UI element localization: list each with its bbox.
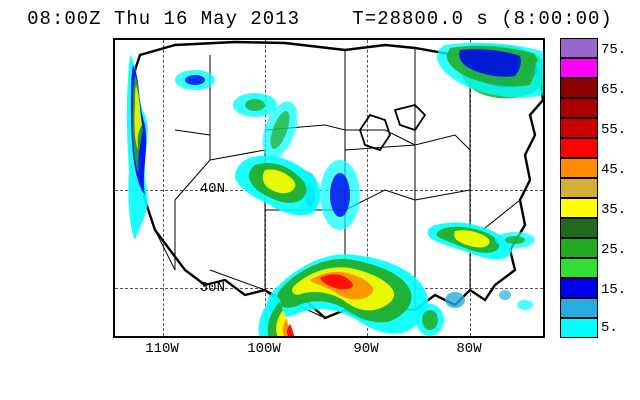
- legend-band-25: [560, 238, 598, 258]
- precip-cell-southern-plains: [259, 254, 465, 338]
- title-datetime: 08:00Z Thu 16 May 2013: [27, 8, 300, 30]
- legend-label-75: 75.: [601, 42, 626, 58]
- legend-band-5: [560, 318, 598, 338]
- legend-label-25: 25.: [601, 242, 626, 258]
- legend-band-60: [560, 98, 598, 118]
- legend-band-35: [560, 198, 598, 218]
- lon-label-90w: 90W: [341, 341, 391, 357]
- legend-band-30: [560, 218, 598, 238]
- legend-label-55: 55.: [601, 122, 626, 138]
- legend-band-20: [560, 258, 598, 278]
- radar-map-app: 08:00Z Thu 16 May 2013 T=28800.0 s (8:00…: [0, 0, 640, 400]
- precip-cell-midatlantic: [428, 223, 535, 260]
- precip-cell-rockies: [235, 155, 360, 230]
- legend-label-45: 45.: [601, 162, 626, 178]
- legend-band-15: [560, 278, 598, 298]
- title-bar: 08:00Z Thu 16 May 2013 T=28800.0 s (8:00…: [0, 8, 640, 30]
- lon-label-110w: 110W: [137, 341, 187, 357]
- lon-label-80w: 80W: [444, 341, 494, 357]
- legend-band-75: [560, 38, 598, 58]
- precipitation-overlay-svg: [115, 40, 545, 338]
- legend-label-35: 35.: [601, 202, 626, 218]
- legend-band-40: [560, 178, 598, 198]
- legend-label-65: 65.: [601, 82, 626, 98]
- legend-band-50: [560, 138, 598, 158]
- title-time: T=28800.0 s (8:00:00): [352, 8, 612, 30]
- legend-band-70: [560, 58, 598, 78]
- legend-label-5: 5.: [601, 320, 618, 336]
- map-frame[interactable]: 40N 30N: [113, 38, 545, 338]
- precip-cell-pacific-nw: [127, 55, 148, 240]
- legend-label-15: 15.: [601, 282, 626, 298]
- color-scale-legend[interactable]: [560, 38, 598, 338]
- legend-band-55: [560, 118, 598, 138]
- legend-band-10: [560, 298, 598, 318]
- lat-label-30n: 30N: [185, 280, 225, 296]
- legend-band-45: [560, 158, 598, 178]
- lon-label-100w: 100W: [239, 341, 289, 357]
- legend-band-65: [560, 78, 598, 98]
- precip-cell-northeast-border: [437, 43, 545, 98]
- lat-label-40n: 40N: [185, 181, 225, 197]
